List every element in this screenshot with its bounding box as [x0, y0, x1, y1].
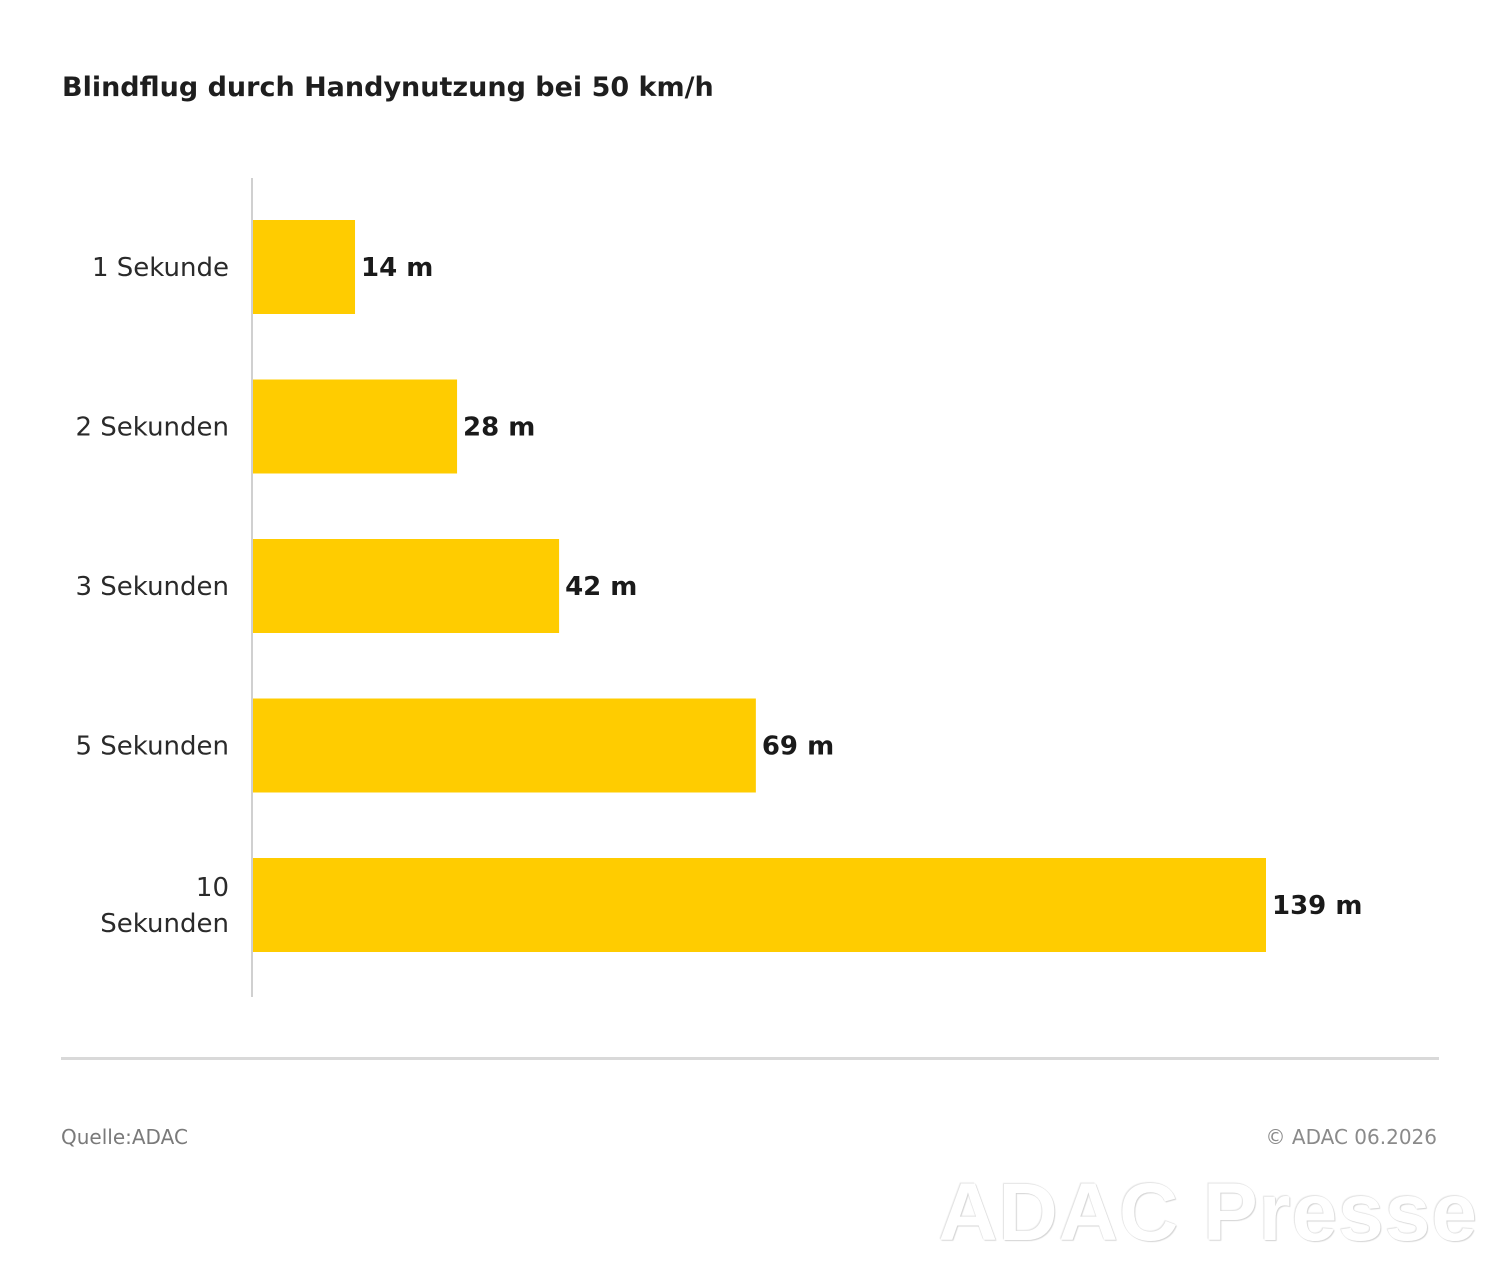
value-label-1: 14 m: [361, 253, 433, 283]
value-label-2: 28 m: [463, 413, 535, 443]
bar-2: [253, 379, 458, 474]
bar-5: [253, 858, 1266, 952]
watermark-logo: ADAC Presse: [938, 1167, 1478, 1258]
category-label-1: 1 Sekunde: [92, 253, 229, 283]
bar-4: [253, 698, 756, 793]
category-label-5: 10 Sekunden: [100, 873, 229, 939]
bar-chart: 14 m 1 Sekunde 28 m 2 Sekunden 42 m 3 Sekunde…: [76, 178, 1362, 997]
category-label-2: 2 Sekunden: [76, 413, 230, 443]
value-label-4: 69 m: [762, 732, 834, 762]
bar-3: [253, 539, 560, 633]
footer-divider: [61, 1057, 1439, 1060]
value-label-3: 42 m: [565, 572, 637, 602]
category-label-4: 5 Sekunden: [76, 732, 230, 762]
copyright-note: © ADAC 06.2026: [1265, 1125, 1437, 1149]
source-note: Quelle:ADAC: [61, 1125, 188, 1149]
value-label-5: 139 m: [1272, 891, 1362, 921]
category-label-3: 3 Sekunden: [76, 572, 230, 602]
chart-title: Blindflug durch Handynutzung bei 50 km/h: [62, 72, 714, 103]
bar-1: [253, 220, 356, 314]
